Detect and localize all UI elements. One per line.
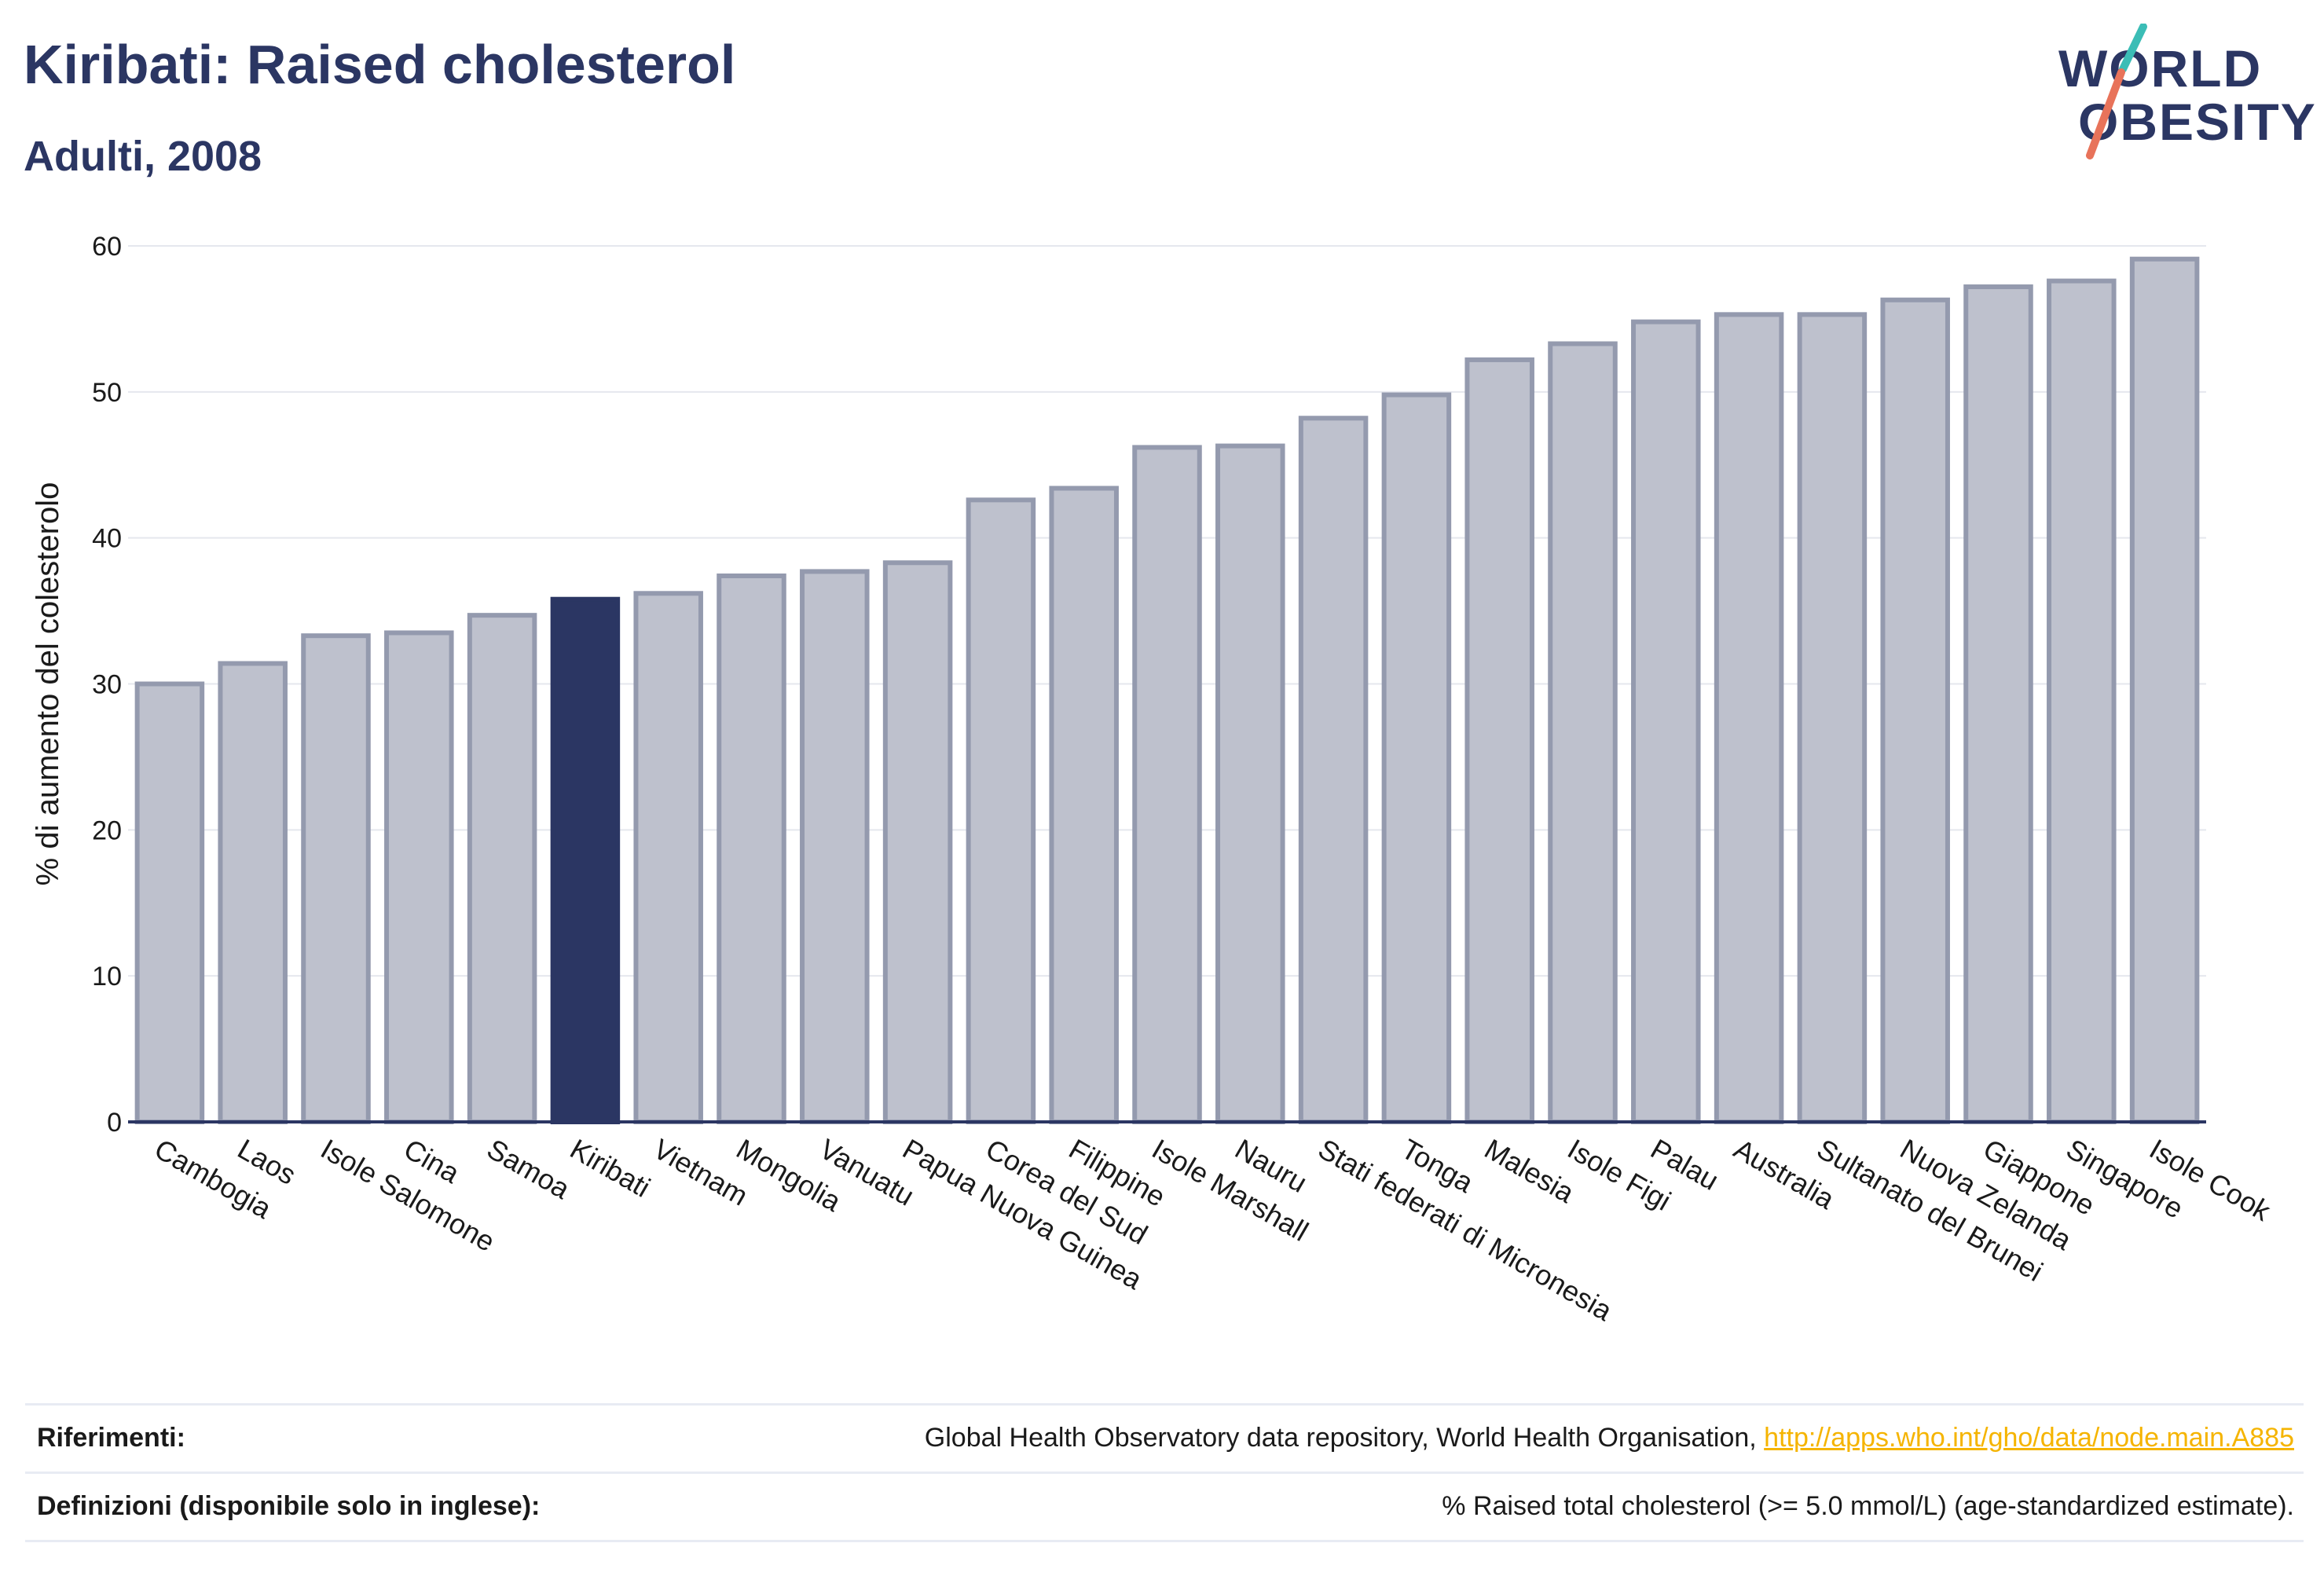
x-tick-label: Samoa <box>482 1132 576 1205</box>
world-obesity-logo: WORLD OBESITY <box>2058 24 2315 165</box>
bar-laos <box>218 661 288 1124</box>
y-tick-label: 0 <box>107 1108 122 1138</box>
bar-vanuatu <box>800 569 870 1124</box>
chart-title: Kiribati: Raised cholesterol <box>24 34 736 95</box>
bar-palau <box>1631 319 1701 1124</box>
logo-slash-icon <box>2086 24 2147 159</box>
bar-sultanato-del-brunei <box>1797 312 1868 1124</box>
bar-corea-del-sud <box>966 497 1036 1124</box>
y-tick-label: 10 <box>92 962 122 991</box>
x-tick-label: Malesia <box>1479 1132 1581 1209</box>
bar-mongolia <box>717 573 786 1124</box>
bar-singapore <box>2047 278 2117 1125</box>
definitions-text: % Raised total cholesterol (>= 5.0 mmol/… <box>1442 1491 2294 1521</box>
y-tick-label: 20 <box>92 815 122 845</box>
bar-chart: 0 10 20 30 40 50 60 % di aumento del colesterol… <box>31 232 2277 1328</box>
definitions-row: Definizioni (disponibile solo in inglese… <box>25 1472 2304 1542</box>
bar-giappone <box>1963 284 2033 1124</box>
bar-isole-salomone <box>301 633 371 1124</box>
bar-cina <box>384 630 454 1124</box>
bar-vietnam <box>633 591 703 1124</box>
y-axis-label: % di aumento del colesterolo <box>31 482 65 886</box>
references-label: Riferimenti: <box>37 1423 185 1453</box>
logo-line-1: WORLD <box>2058 39 2263 97</box>
bar-cambogia <box>134 681 205 1124</box>
bar-tonga <box>1381 392 1452 1124</box>
bar-stati-federati-di-micronesia <box>1298 416 1369 1124</box>
bar-samoa <box>467 613 537 1124</box>
references-value: Global Health Observatory data repositor… <box>925 1423 2294 1453</box>
x-tick-label: Vietnam <box>648 1132 753 1211</box>
bar-australia <box>1714 312 1784 1124</box>
bar-filippine <box>1049 486 1119 1124</box>
bar-papua-nuova-guinea <box>882 560 953 1124</box>
bar-nuova-zelanda <box>1880 297 1950 1125</box>
y-tick-label: 30 <box>92 670 122 700</box>
bar-isole-figi <box>1548 341 1618 1124</box>
references-text: Global Health Observatory data repositor… <box>924 1423 1765 1453</box>
y-tick-label: 50 <box>92 378 122 408</box>
logo-line-2: OBESITY <box>2078 93 2317 151</box>
y-tick-label: 60 <box>92 232 122 262</box>
bar-isole-marshall <box>1132 445 1202 1124</box>
x-tick-label: Kiribati <box>565 1132 656 1204</box>
chart-subtitle: Adulti, 2008 <box>24 133 262 180</box>
y-tick-label: 40 <box>92 524 122 554</box>
references-row: Riferimenti: Global Health Observatory d… <box>25 1403 2304 1472</box>
bar-kiribati <box>550 596 621 1124</box>
references-link[interactable]: http://apps.who.int/gho/data/node.main.A… <box>1764 1423 2294 1453</box>
definitions-label: Definizioni (disponibile solo in inglese… <box>37 1491 541 1521</box>
bar-isole-cook <box>2129 256 2200 1125</box>
bar-nauru <box>1215 443 1285 1124</box>
bar-malesia <box>1464 357 1534 1124</box>
footer: Riferimenti: Global Health Observatory d… <box>25 1403 2304 1542</box>
